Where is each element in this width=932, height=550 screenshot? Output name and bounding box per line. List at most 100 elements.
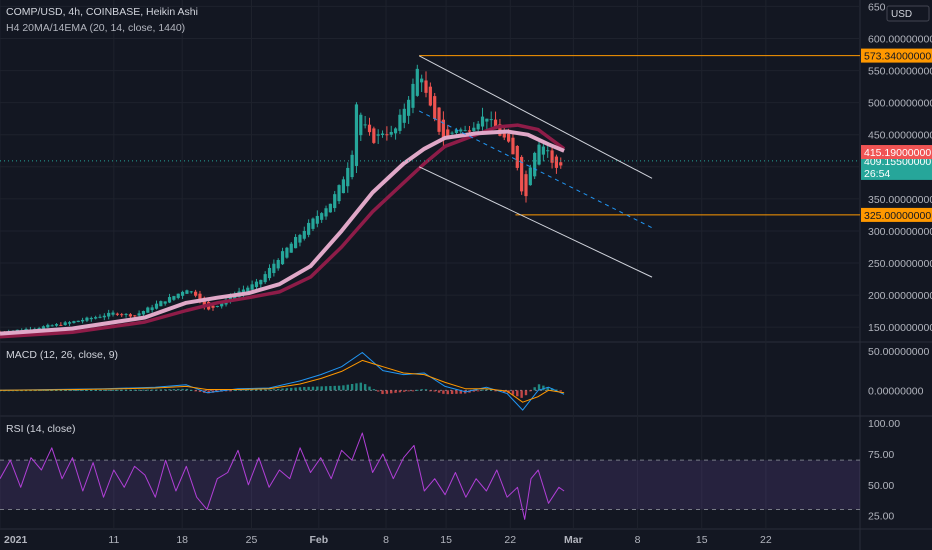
macd-histogram-bar <box>42 390 45 392</box>
candle-body <box>159 301 163 307</box>
candle-body <box>546 150 550 152</box>
level-price-badge <box>861 48 932 63</box>
macd-histogram-bar <box>481 389 484 391</box>
candle-body <box>76 320 80 323</box>
candle-body <box>367 124 372 133</box>
macd-histogram-bar <box>268 389 271 391</box>
candle-body <box>428 86 432 106</box>
candle-body <box>541 146 545 155</box>
candle-body <box>154 303 159 309</box>
macd-histogram-bar <box>359 382 363 391</box>
macd-histogram-bar <box>311 386 315 391</box>
macd-histogram-bar <box>77 389 80 391</box>
candle-body <box>463 130 467 132</box>
channel-upper-line[interactable] <box>418 55 653 179</box>
x-tick-label: 15 <box>440 534 452 546</box>
candle-body <box>67 322 72 324</box>
currency-badge[interactable] <box>886 5 930 22</box>
candle-body <box>172 296 176 300</box>
level-price-badge <box>861 207 932 222</box>
candle-body <box>72 321 76 323</box>
macd-histogram-bar <box>429 390 432 392</box>
candle-body <box>50 325 54 327</box>
currency-label: USD <box>891 9 912 20</box>
candle-body <box>493 119 498 130</box>
macd-histogram-bar <box>494 390 497 392</box>
x-tick-label: 15 <box>696 534 708 546</box>
candle-body <box>393 128 398 134</box>
candle-body <box>285 247 289 258</box>
macd-histogram-bar <box>177 388 180 391</box>
macd-histogram-bar <box>537 384 541 391</box>
macd-histogram-bar <box>316 386 319 391</box>
candle-body <box>354 104 359 166</box>
y-tick-label: 650 <box>868 1 886 13</box>
candle-body <box>420 78 424 83</box>
macd-histogram-bar <box>98 389 102 391</box>
macd-histogram-bar <box>3 390 6 392</box>
candle-body <box>220 302 224 307</box>
macd-histogram-bar <box>424 389 428 391</box>
candle-body <box>411 83 415 108</box>
macd-histogram-bar <box>459 390 462 394</box>
macd-histogram-bar <box>250 389 254 391</box>
y-tick-label: 600.00000000 <box>868 33 932 45</box>
candle-body <box>111 312 115 315</box>
candle-body <box>320 213 324 220</box>
candle-body <box>424 80 428 93</box>
rsi-y-tick-label: 75.00 <box>868 449 894 461</box>
candle-body <box>189 291 193 293</box>
candle-body <box>250 284 254 290</box>
candle-body <box>263 274 267 283</box>
candle-body <box>85 317 89 321</box>
candle-body <box>511 137 515 155</box>
macd-histogram-bar <box>155 389 158 391</box>
macd-histogram-bar <box>229 390 232 392</box>
candle-body <box>102 315 106 318</box>
channel-lower-line[interactable] <box>418 166 653 278</box>
macd-histogram-bar <box>124 389 128 391</box>
macd-histogram-bar <box>55 389 58 391</box>
x-tick-label: 25 <box>246 534 258 546</box>
macd-histogram-bar <box>263 389 267 391</box>
macd-histogram-bar <box>207 390 210 394</box>
candle-body <box>485 118 489 122</box>
x-tick-label: 8 <box>635 534 641 546</box>
ma-20-line <box>0 129 565 336</box>
candle-body <box>59 324 63 326</box>
indicator-legend: H4 20MA/14EMA (20, 14, close, 1440) <box>6 22 186 34</box>
macd-histogram-bar <box>381 390 384 395</box>
macd-histogram-bar <box>146 389 149 391</box>
macd-histogram-bar <box>555 389 558 391</box>
candle-body <box>89 317 93 320</box>
macd-histogram-bar <box>29 390 32 392</box>
x-tick-label: 22 <box>504 534 516 546</box>
macd-histogram-bar <box>294 387 297 391</box>
macd-histogram-bar <box>133 389 136 391</box>
macd-histogram-bar <box>224 390 228 392</box>
candle-body <box>559 162 563 166</box>
macd-histogram-bar <box>277 388 280 391</box>
macd-histogram-bar <box>307 386 310 391</box>
macd-histogram-bar <box>85 389 89 391</box>
channel-mid-line[interactable] <box>418 110 653 229</box>
candle-body <box>246 287 250 292</box>
macd-histogram-bar <box>90 389 93 391</box>
candle-body <box>54 324 59 326</box>
macd-histogram-bar <box>450 390 454 395</box>
macd-histogram-bar <box>298 387 302 391</box>
candle-body <box>293 236 298 249</box>
macd-histogram-bar <box>416 389 419 391</box>
candle-body <box>537 144 541 165</box>
macd-histogram-bar <box>520 390 523 398</box>
candle-body <box>141 311 146 315</box>
candle-body <box>550 150 554 163</box>
macd-histogram-bar <box>524 390 528 396</box>
macd-histogram-bar <box>337 385 341 391</box>
macd-histogram-bar <box>11 390 15 392</box>
candle-body <box>150 307 154 311</box>
macd-histogram-bar <box>120 389 123 391</box>
macd-histogram-bar <box>185 388 189 391</box>
